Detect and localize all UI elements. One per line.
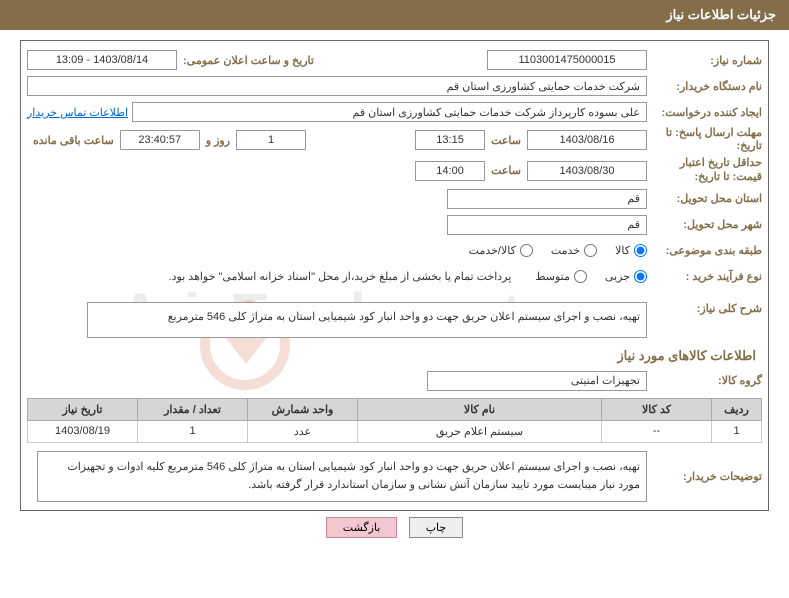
purchase-type-label: نوع فرآیند خرید : <box>647 270 762 283</box>
province-value: قم <box>447 189 647 209</box>
buyer-notes-label: توضیحات خریدار: <box>647 470 762 483</box>
panel-title: جزئیات اطلاعات نیاز <box>666 7 776 22</box>
goods-info-title: اطلاعات کالاهای مورد نیاز <box>27 348 756 364</box>
radio-goods-service[interactable]: کالا/خدمت <box>469 244 533 257</box>
subject-class-radio-group: کالا خدمت کالا/خدمت <box>469 244 647 257</box>
remaining-text: ساعت باقی مانده <box>27 134 120 147</box>
button-row: چاپ بازگشت <box>0 517 789 538</box>
buyer-notes-text: تهیه، نصب و اجرای سیستم اعلان حریق جهت د… <box>37 451 647 502</box>
need-desc-label: شرح کلی نیاز: <box>647 302 762 315</box>
price-validity-time: 14:00 <box>415 161 485 181</box>
buyer-org-label: نام دستگاه خریدار: <box>647 80 762 93</box>
time-label-2: ساعت <box>485 164 527 177</box>
purchase-type-radio-group: جزیی متوسط <box>535 270 647 283</box>
back-button[interactable]: بازگشت <box>326 517 398 538</box>
cell-row: 1 <box>712 420 762 442</box>
th-unit: واحد شمارش <box>248 398 358 420</box>
cell-qty: 1 <box>138 420 248 442</box>
th-name: نام کالا <box>358 398 602 420</box>
requester-label: ایجاد کننده درخواست: <box>647 106 762 119</box>
th-qty: تعداد / مقدار <box>138 398 248 420</box>
group-value: تجهیزات امنیتی <box>427 371 647 391</box>
cell-unit: عدد <box>248 420 358 442</box>
radio-goods-input[interactable] <box>634 244 647 257</box>
need-number-value: 1103001475000015 <box>487 50 647 70</box>
price-validity-date: 1403/08/30 <box>527 161 647 181</box>
th-date: تاریخ نیاز <box>28 398 138 420</box>
city-value: قم <box>447 215 647 235</box>
days-remaining: 1 <box>236 130 306 150</box>
radio-medium-input[interactable] <box>574 270 587 283</box>
city-label: شهر محل تحویل: <box>647 218 762 231</box>
goods-table: ردیف کد کالا نام کالا واحد شمارش تعداد /… <box>27 398 762 443</box>
response-deadline-label: مهلت ارسال پاسخ: تا تاریخ: <box>647 127 762 153</box>
radio-service-input[interactable] <box>584 244 597 257</box>
radio-goods[interactable]: کالا <box>615 244 647 257</box>
radio-medium[interactable]: متوسط <box>535 270 587 283</box>
announce-label: تاریخ و ساعت اعلان عمومی: <box>177 54 320 67</box>
th-row: ردیف <box>712 398 762 420</box>
content-panel: AriaTender.net شماره نیاز: 1103001475000… <box>20 40 769 511</box>
subject-class-label: طبقه بندی موضوعی: <box>647 244 762 257</box>
need-desc-value: تهیه، نصب و اجرای سیستم اعلان حریق جهت د… <box>87 302 647 338</box>
need-number-label: شماره نیاز: <box>647 54 762 67</box>
requester-value: علی بسوده کارپرداز شرکت خدمات حمایتی کشا… <box>132 102 647 122</box>
payment-note: پرداخت تمام یا بخشی از مبلغ خرید،از محل … <box>169 270 512 283</box>
cell-date: 1403/08/19 <box>28 420 138 442</box>
price-validity-label: حداقل تاریخ اعتبار قیمت: تا تاریخ: <box>647 157 762 183</box>
th-code: کد کالا <box>602 398 712 420</box>
days-text: روز و <box>200 134 236 147</box>
radio-service[interactable]: خدمت <box>551 244 597 257</box>
province-label: استان محل تحویل: <box>647 192 762 205</box>
panel-header: جزئیات اطلاعات نیاز <box>0 0 789 30</box>
radio-partial-input[interactable] <box>634 270 647 283</box>
table-header-row: ردیف کد کالا نام کالا واحد شمارش تعداد /… <box>28 398 762 420</box>
radio-partial[interactable]: جزیی <box>605 270 647 283</box>
print-button[interactable]: چاپ <box>409 517 464 538</box>
table-row: 1 -- سیستم اعلام حریق عدد 1 1403/08/19 <box>28 420 762 442</box>
cell-name: سیستم اعلام حریق <box>358 420 602 442</box>
radio-goods-service-input[interactable] <box>520 244 533 257</box>
response-deadline-time: 13:15 <box>415 130 485 150</box>
buyer-org-value: شرکت خدمات حمایتی کشاورزی استان قم <box>27 76 647 96</box>
time-label-1: ساعت <box>485 134 527 147</box>
buyer-contact-link[interactable]: اطلاعات تماس خریدار <box>27 106 132 119</box>
group-label: گروه کالا: <box>647 374 762 387</box>
countdown-value: 23:40:57 <box>120 130 200 150</box>
response-deadline-date: 1403/08/16 <box>527 130 647 150</box>
announce-value: 1403/08/14 - 13:09 <box>27 50 177 70</box>
cell-code: -- <box>602 420 712 442</box>
